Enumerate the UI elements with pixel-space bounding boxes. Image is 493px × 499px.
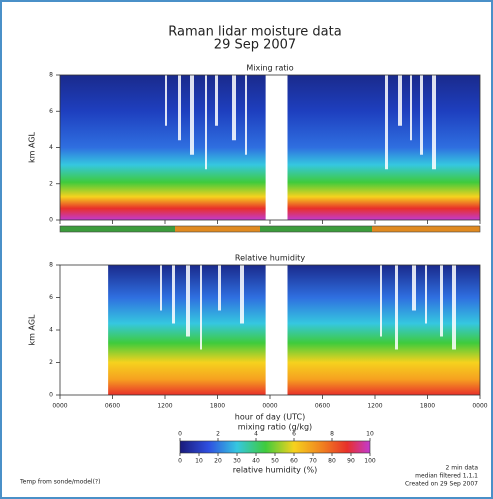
- data-gap-streak: [452, 265, 456, 350]
- data-gap: [60, 265, 109, 395]
- colorbar-tick-label: 10: [366, 431, 374, 438]
- colorbar-tick-label: 2: [216, 431, 220, 438]
- data-gap-streak: [440, 265, 443, 337]
- status-strip: [175, 226, 260, 232]
- data-gap-streak: [410, 75, 412, 141]
- colorbar-tick-label: 60: [290, 458, 298, 465]
- y-axis-label: km AGL: [28, 131, 37, 163]
- y-axis-label: km AGL: [28, 314, 37, 346]
- y-tick-label: 4: [49, 327, 53, 334]
- data-gap-streak: [432, 75, 436, 170]
- data-gap-streak: [186, 265, 190, 337]
- data-gap-streak: [385, 75, 388, 170]
- colorbar-tick-label: 100: [364, 458, 376, 465]
- y-tick-label: 6: [49, 294, 53, 301]
- panels: Mixing ratio km AGL 0 2 4 6 8 Relative humidity…: [28, 64, 488, 465]
- x-tick-label: 0600: [105, 403, 120, 410]
- colorbar-tick-label: 40: [252, 458, 260, 465]
- data-gap-streak: [200, 265, 202, 350]
- colorbar-tick-label: 70: [309, 458, 317, 465]
- colorbar-tick-label: 8: [330, 431, 334, 438]
- y-tick-label: 8: [49, 72, 53, 79]
- data-gap: [265, 75, 288, 220]
- colorbar-label: mixing ratio (g/kg): [238, 423, 312, 432]
- data-gap-streak: [215, 75, 218, 126]
- panel-title: Mixing ratio: [246, 64, 293, 73]
- data-gap-streak: [420, 75, 423, 155]
- data-gap-streak: [380, 265, 382, 337]
- x-tick-label: 0000: [52, 403, 67, 410]
- colorbar-tick-label: 6: [292, 431, 296, 438]
- note: 2 min data: [446, 465, 479, 472]
- x-tick-label: 1800: [420, 403, 435, 410]
- data-gap-streak: [425, 265, 427, 324]
- data-gap-streak: [245, 75, 247, 155]
- y-tick-label: 0: [49, 392, 53, 399]
- x-tick-label: 0000: [262, 403, 277, 410]
- data-gap-streak: [160, 265, 162, 311]
- y-tick-label: 2: [49, 180, 53, 187]
- status-strip: [60, 226, 480, 232]
- status-strip: [372, 226, 480, 232]
- colorbar: [179, 440, 371, 454]
- colorbar-tick-label: 0: [178, 431, 182, 438]
- y-tick-label: 0: [49, 217, 53, 224]
- data-gap-streak: [398, 75, 402, 126]
- note: median filtered 1,1,1: [415, 473, 478, 480]
- y-tick-label: 8: [49, 262, 53, 269]
- data-gap-streak: [412, 265, 416, 311]
- data-gap-streak: [178, 75, 181, 141]
- x-axis-label: hour of day (UTC): [235, 413, 305, 422]
- data-gap-streak: [218, 265, 221, 311]
- x-tick-label: 1800: [210, 403, 225, 410]
- panel-title: Relative humidity: [235, 254, 305, 263]
- data-gap-streak: [190, 75, 194, 155]
- y-tick-label: 2: [49, 359, 53, 366]
- data-gap-streak: [172, 265, 175, 324]
- y-tick-label: 4: [49, 144, 53, 151]
- colorbar-tick-label: 10: [195, 458, 203, 465]
- x-tick-label: 0000: [472, 403, 487, 410]
- colorbar-tick-label: 20: [214, 458, 222, 465]
- colorbar-tick-label: 4: [254, 431, 258, 438]
- x-tick-label: 1200: [367, 403, 382, 410]
- note: Created on 29 Sep 2007: [405, 481, 478, 488]
- data-gap-streak: [205, 75, 207, 170]
- colorbar-tick-label: 30: [233, 458, 241, 465]
- note: Temp from sonde/model(?): [19, 479, 100, 486]
- colorbar-tick-label: 50: [271, 458, 279, 465]
- colorbar-label: relative humidity (%): [233, 466, 317, 475]
- status-strip-border: [59, 225, 481, 233]
- figure-title: Raman lidar moisture data: [168, 25, 341, 40]
- colorbar-tick-label: 90: [347, 458, 355, 465]
- colorbar-tick-label: 0: [178, 458, 182, 465]
- colorbar-tick-label: 80: [328, 458, 336, 465]
- data-gap-streak: [232, 75, 236, 141]
- y-tick-label: 6: [49, 108, 53, 115]
- x-tick-label: 1200: [157, 403, 172, 410]
- figure-subtitle: 29 Sep 2007: [214, 38, 296, 53]
- data-gap-streak: [395, 265, 398, 350]
- data-gap-streak: [165, 75, 167, 126]
- data-gap-streak: [240, 265, 244, 324]
- data-gap: [265, 265, 288, 395]
- x-tick-label: 0600: [315, 403, 330, 410]
